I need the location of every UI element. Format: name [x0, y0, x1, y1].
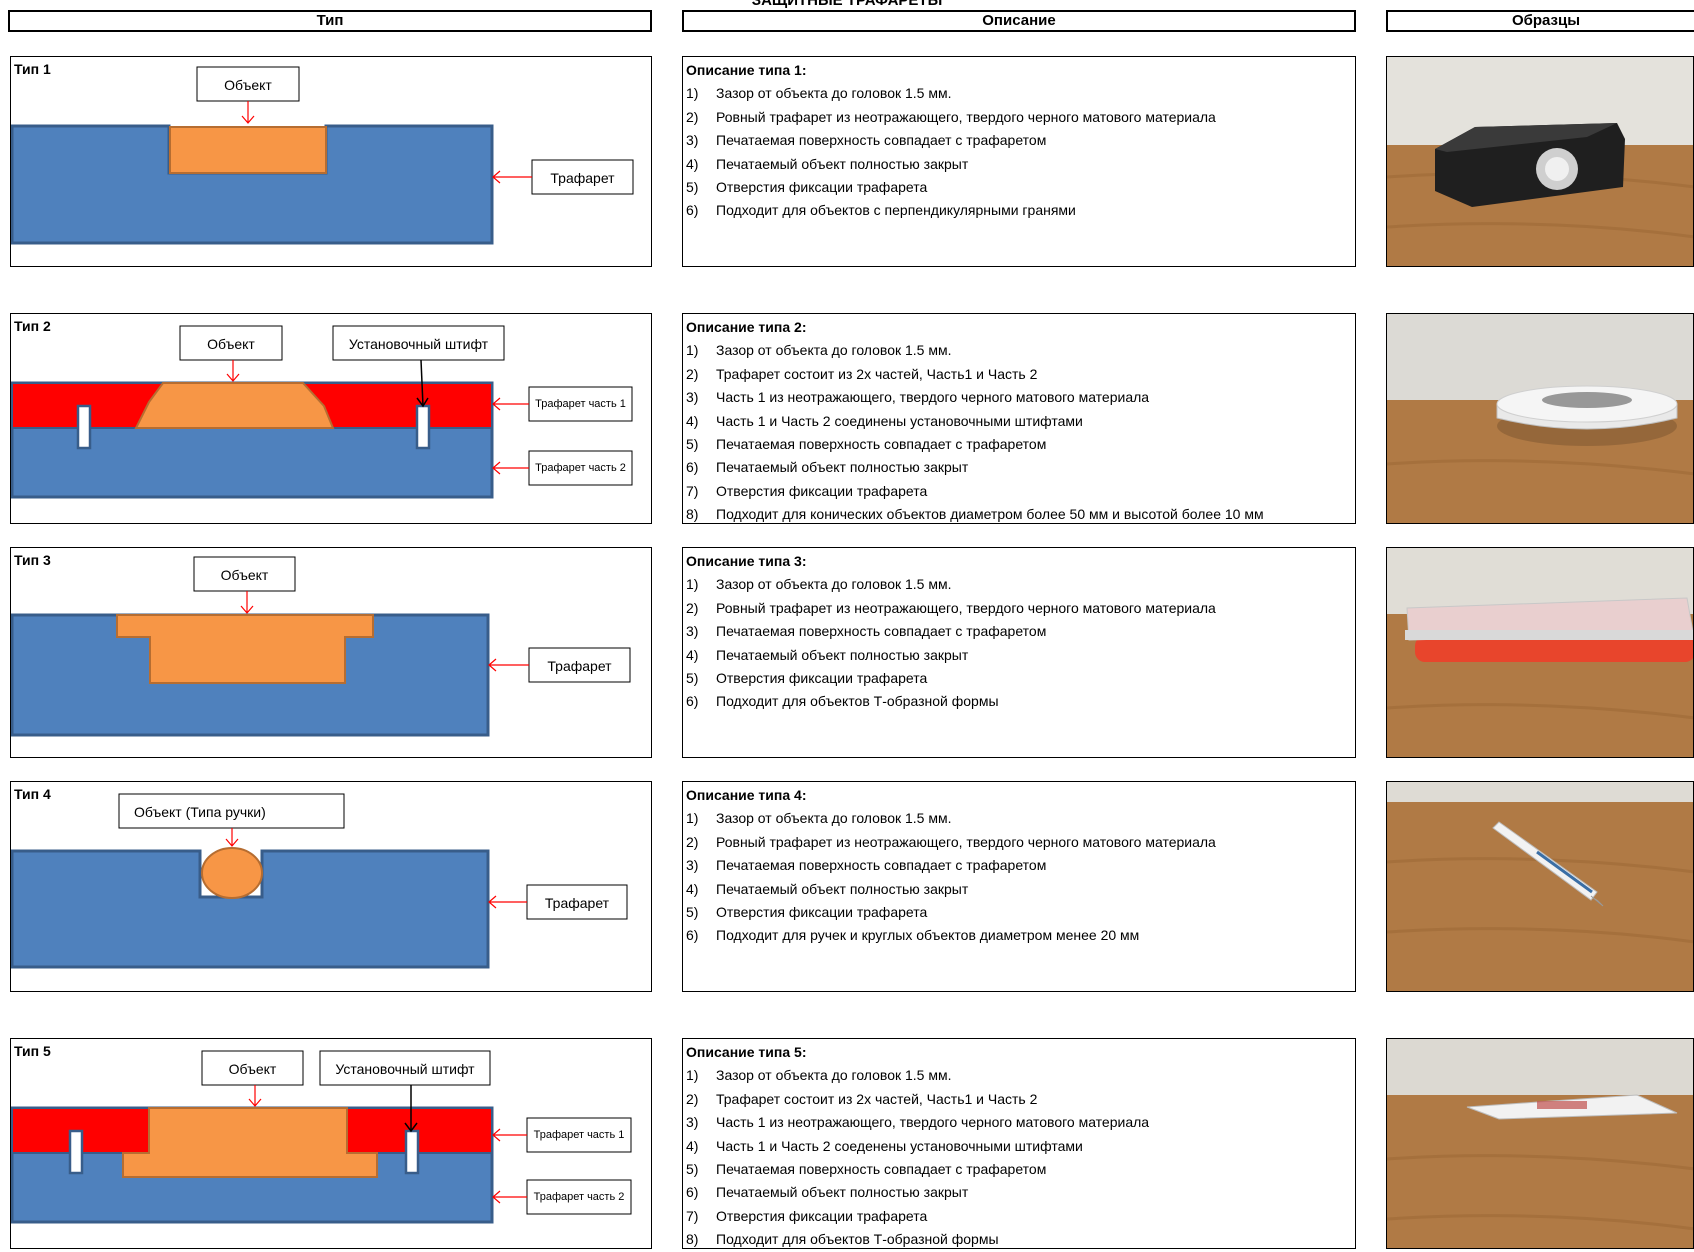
type3-diagram	[11, 556, 631, 737]
desc-item: 4) Печатаемый объект полностью закрыт	[686, 880, 969, 897]
desc-item: 4) Часть 1 и Часть 2 соеденены установочн…	[686, 1137, 1083, 1154]
stencil-part1-label: Трафарет часть 1	[533, 1129, 625, 1141]
desc-item: 1) Зазор от объекта до головок 1.5 мм.	[686, 576, 952, 593]
type3-sample-photo	[1386, 547, 1694, 758]
desc-item: 4) Печатаемый объект полностью закрыт	[686, 646, 969, 663]
object-label: Объект	[228, 1061, 277, 1077]
page-title: ЗАЩИТНЫЕ ТРАФАРЕТЫ	[751, 0, 943, 9]
type4-label: Тип 4	[14, 786, 51, 802]
desc-item: 5) Отверстия фиксации трафарета	[686, 670, 928, 687]
desc-item: 1) Зазор от объекта до головок 1.5 мм.	[686, 1067, 952, 1084]
desc-item: 4) Часть 1 и Часть 2 соединены установочн…	[686, 412, 1083, 429]
object-label: Объект	[220, 567, 269, 583]
type1-label: Тип 1	[14, 61, 51, 77]
object-shape	[169, 126, 327, 174]
type5-diagram	[11, 1050, 632, 1224]
type5-sample-photo	[1386, 1038, 1694, 1249]
type2-sample-photo	[1386, 313, 1694, 524]
desc-item: 3) Часть 1 из неотражающего, твердого чер…	[686, 1114, 1150, 1131]
type5-label: Тип 5	[14, 1043, 51, 1059]
desc-item: 6) Подходит для ручек и круглых объектов …	[686, 927, 1140, 944]
header-description: Описание	[682, 10, 1356, 32]
type5-desc-title: Описание типа 5:	[686, 1044, 807, 1060]
type2-diagram-box: Тип 2 Объект Установочный штифт Трафарет…	[10, 313, 652, 524]
desc-item: 8) Подходит для объектов Т-образной формы	[686, 1231, 999, 1248]
desc-item: 5) Отверстия фиксации трафарета	[686, 179, 928, 196]
desc-item: 3) Часть 1 из неотражающего, твердого чер…	[686, 389, 1150, 406]
type5-diagram-box: Тип 5 Объект Установочный штифт Трафарет…	[10, 1038, 652, 1249]
desc-item: 3) Печатаемая поверхность совпадает с тра…	[686, 623, 1047, 640]
desc-item: 1) Зазор от объекта до головок 1.5 мм.	[686, 342, 952, 359]
pin-label: Установочный штифт	[348, 336, 489, 352]
desc-item: 2) Ровный трафарет из неотражающего, твер…	[686, 833, 1216, 850]
stencil-part2-label: Трафарет часть 2	[535, 462, 626, 474]
desc-item: 6) Печатаемый объект полностью закрыт	[686, 1184, 969, 1201]
desc-item: 2) Ровный трафарет из неотражающего, твер…	[686, 599, 1216, 616]
type1-desc-title: Описание типа 1:	[686, 62, 807, 78]
desc-item: 5) Печатаемая поверхность совпадает с тра…	[686, 1161, 1047, 1178]
type2-description: Описание типа 2: 1) Зазор от объекта до г…	[682, 313, 1356, 524]
type3-diagram-box: Тип 3 Объект Трафарет	[10, 547, 652, 758]
desc-item: 3) Печатаемая поверхность совпадает с тра…	[686, 132, 1047, 149]
type1-sample-photo	[1386, 56, 1694, 267]
object-pen-label: Объект (Типа ручки)	[134, 804, 266, 820]
desc-item: 1) Зазор от объекта до головок 1.5 мм.	[686, 85, 952, 102]
object-label: Объект	[224, 77, 272, 93]
type4-description: Описание типа 4: 1) Зазор от объекта до г…	[682, 781, 1356, 992]
type1-diagram	[11, 66, 634, 245]
type4-diagram	[11, 793, 628, 969]
desc-item: 7) Отверстия фиксации трафарета	[686, 1207, 928, 1224]
desc-item: 3) Печатаемая поверхность совпадает с тра…	[686, 857, 1047, 874]
desc-item: 6) Подходит для объектов Т-образной формы	[686, 693, 999, 710]
type1-diagram-box: Тип 1 Объект Трафарет	[10, 56, 652, 267]
type4-desc-title: Описание типа 4:	[686, 787, 807, 803]
type3-label: Тип 3	[14, 552, 51, 568]
desc-item: 2) Трафарет состоит из 2х частей, Часть1 …	[686, 365, 1038, 382]
desc-item: 5) Отверстия фиксации трафарета	[686, 904, 928, 921]
desc-item: 5) Печатаемая поверхность совпадает с тра…	[686, 436, 1047, 453]
type4-sample-photo	[1386, 781, 1694, 992]
type2-label: Тип 2	[14, 318, 51, 334]
type2-desc-title: Описание типа 2:	[686, 319, 807, 335]
header-samples: Образцы	[1386, 10, 1694, 32]
stencil-label: Трафарет	[544, 895, 610, 911]
desc-item: 4) Печатаемый объект полностью закрыт	[686, 155, 969, 172]
desc-item: 2) Ровный трафарет из неотражающего, твер…	[686, 108, 1216, 125]
object-label: Объект	[207, 336, 255, 352]
stencil-label: Трафарет	[547, 658, 612, 674]
type4-diagram-box: Тип 4 Объект (Типа ручки) Трафарет	[10, 781, 652, 992]
type1-description: Описание типа 1: 1) Зазор от объекта до г…	[682, 56, 1356, 267]
desc-item: 6) Подходит для объектов с перпендикулярн…	[686, 202, 1076, 219]
desc-item: 1) Зазор от объекта до головок 1.5 мм.	[686, 810, 952, 827]
type3-description: Описание типа 3: 1) Зазор от объекта до г…	[682, 547, 1356, 758]
pin-label: Установочный штифт	[335, 1061, 475, 1077]
stencil-part2-label: Трафарет часть 2	[533, 1191, 625, 1203]
stencil-label: Трафарет	[550, 170, 615, 186]
desc-item: 8) Подходит для конических объектов диаме…	[686, 506, 1264, 523]
stencil-part1-label: Трафарет часть 1	[535, 398, 626, 410]
type2-diagram	[11, 325, 633, 499]
type3-desc-title: Описание типа 3:	[686, 553, 807, 569]
desc-item: 6) Печатаемый объект полностью закрыт	[686, 459, 969, 476]
type5-description: Описание типа 5: 1) Зазор от объекта до г…	[682, 1038, 1356, 1249]
desc-item: 7) Отверстия фиксации трафарета	[686, 482, 928, 499]
header-type: Тип	[8, 10, 652, 32]
desc-item: 2) Трафарет состоит из 2х частей, Часть1 …	[686, 1090, 1038, 1107]
